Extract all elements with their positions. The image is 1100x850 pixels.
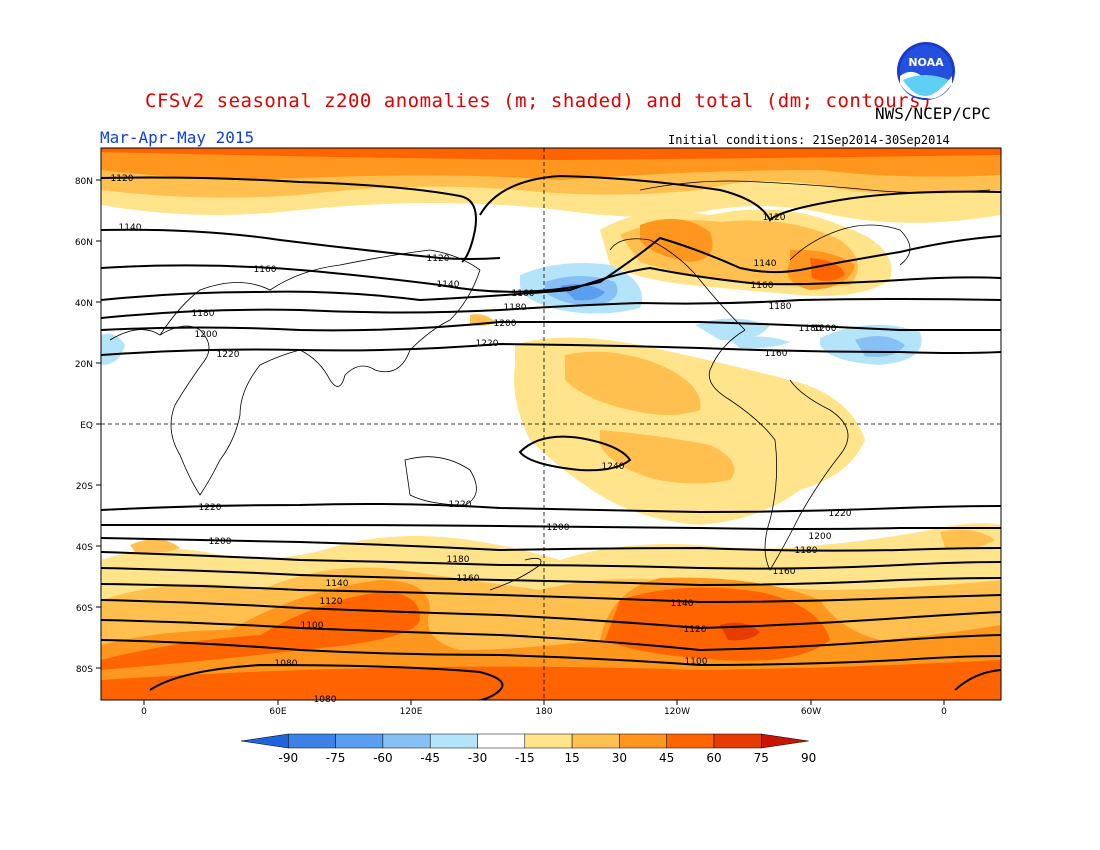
contour-label: 1220 bbox=[199, 503, 222, 513]
contour-label: 1140 bbox=[326, 579, 349, 589]
contour-label: 1160 bbox=[765, 349, 788, 359]
colorbar-swatch bbox=[429, 733, 478, 749]
contour-label: 1200 bbox=[494, 319, 517, 329]
longitude-axis bbox=[143, 700, 945, 705]
colorbar-label: -90 bbox=[278, 751, 298, 765]
contour-label: 1200 bbox=[814, 324, 837, 334]
colorbar-label: 30 bbox=[612, 751, 627, 765]
lat-label: 40N bbox=[75, 299, 93, 309]
contour-label: 1080 bbox=[275, 659, 298, 669]
season-label: Mar-Apr-May 2015 bbox=[100, 128, 255, 147]
lat-label: EQ bbox=[80, 421, 93, 431]
contour-label: 1180 bbox=[192, 309, 215, 319]
noaa-logo: NOAA bbox=[897, 42, 955, 100]
contour-label: 1200 bbox=[195, 330, 218, 340]
lon-label: 60E bbox=[269, 707, 286, 717]
contour-label: 1220 bbox=[449, 500, 472, 510]
lat-label: 20S bbox=[76, 482, 93, 492]
colorbar-label: 75 bbox=[754, 751, 769, 765]
colorbar-label: -75 bbox=[326, 751, 346, 765]
contour-label: 1180 bbox=[799, 324, 822, 334]
logo-text: NOAA bbox=[908, 56, 944, 69]
contour-label: 1140 bbox=[754, 259, 777, 269]
contour-label: 1160 bbox=[751, 281, 774, 291]
contour-label: 1140 bbox=[437, 280, 460, 290]
colorbar-label: -60 bbox=[373, 751, 393, 765]
lat-label: 40S bbox=[76, 543, 93, 553]
map-title: CFSv2 seasonal z200 anomalies (m; shaded… bbox=[145, 90, 933, 112]
contour-label: 1140 bbox=[119, 223, 142, 233]
contour-label: 1120 bbox=[111, 174, 134, 184]
colorbar: -90 -75 -60 -45 -30 -15 15 30 45 60 75 90 bbox=[240, 733, 816, 765]
lat-label: 80S bbox=[76, 665, 93, 675]
contour-label: 1160 bbox=[254, 265, 277, 275]
colorbar-swatch bbox=[524, 733, 573, 749]
contour-label: 1120 bbox=[763, 213, 786, 223]
contour-label: 1140 bbox=[671, 599, 694, 609]
contour-label: 1200 bbox=[209, 537, 232, 547]
contour-label: 1120 bbox=[427, 254, 450, 264]
colorbar-swatch bbox=[382, 733, 431, 749]
colorbar-swatch bbox=[713, 733, 762, 749]
colorbar-swatch bbox=[571, 733, 620, 749]
colorbar-swatch bbox=[477, 733, 526, 749]
lon-label: 180 bbox=[535, 707, 552, 717]
latitude-labels: 80N 60N 40N 20N EQ 20S 40S 60S 80S bbox=[75, 177, 93, 675]
colorbar-swatch bbox=[666, 733, 715, 749]
contour-label: 1180 bbox=[504, 303, 527, 313]
contour-label: 1180 bbox=[769, 302, 792, 312]
lon-label: 0 bbox=[941, 707, 947, 717]
longitude-labels: 0 60E 120E 180 120W 60W 0 bbox=[141, 707, 947, 717]
contour-label: 1120 bbox=[320, 597, 343, 607]
contour-label: 1200 bbox=[809, 532, 832, 542]
lon-label: 0 bbox=[141, 707, 147, 717]
contour-label: 1200 bbox=[547, 523, 570, 533]
colorbar-swatch bbox=[761, 733, 809, 749]
lon-label: 60W bbox=[801, 707, 821, 717]
contour-label: 1120 bbox=[684, 625, 707, 635]
contour-label: 1100 bbox=[685, 657, 708, 667]
shaded-anomalies bbox=[101, 148, 1001, 700]
colorbar-label: 15 bbox=[564, 751, 579, 765]
initial-conditions-label: Initial conditions: 21Sep2014-30Sep2014 bbox=[668, 133, 950, 147]
colorbar-label: 90 bbox=[801, 751, 816, 765]
lat-label: 20N bbox=[75, 360, 93, 370]
contour-label: 1220 bbox=[217, 350, 240, 360]
contour-label: 1220 bbox=[829, 509, 852, 519]
colorbar-label: -15 bbox=[515, 751, 535, 765]
contour-label: 1180 bbox=[447, 555, 470, 565]
contour-label: 1180 bbox=[795, 546, 818, 556]
colorbar-label: -45 bbox=[420, 751, 440, 765]
height-contours bbox=[101, 174, 1001, 700]
contour-label: 1160 bbox=[512, 289, 535, 299]
lon-label: 120W bbox=[664, 707, 690, 717]
colorbar-swatch bbox=[335, 733, 384, 749]
lat-label: 80N bbox=[75, 177, 93, 187]
colorbar-label: -30 bbox=[468, 751, 488, 765]
lat-label: 60S bbox=[76, 604, 93, 614]
lon-label: 120E bbox=[400, 707, 423, 717]
agency-label: NWS/NCEP/CPC bbox=[875, 104, 991, 123]
colorbar-label: 45 bbox=[659, 751, 674, 765]
contour-label: 1160 bbox=[773, 567, 796, 577]
contour-label: 1240 bbox=[602, 462, 625, 472]
lat-label: 60N bbox=[75, 238, 93, 248]
contour-label: 1220 bbox=[476, 339, 499, 349]
colorbar-swatch bbox=[240, 733, 289, 749]
contour-label: 1100 bbox=[301, 621, 324, 631]
latitude-axis bbox=[96, 179, 101, 669]
contour-label: 1160 bbox=[457, 574, 480, 584]
colorbar-label: 60 bbox=[706, 751, 721, 765]
colorbar-swatch bbox=[619, 733, 667, 749]
colorbar-swatch bbox=[288, 733, 336, 749]
